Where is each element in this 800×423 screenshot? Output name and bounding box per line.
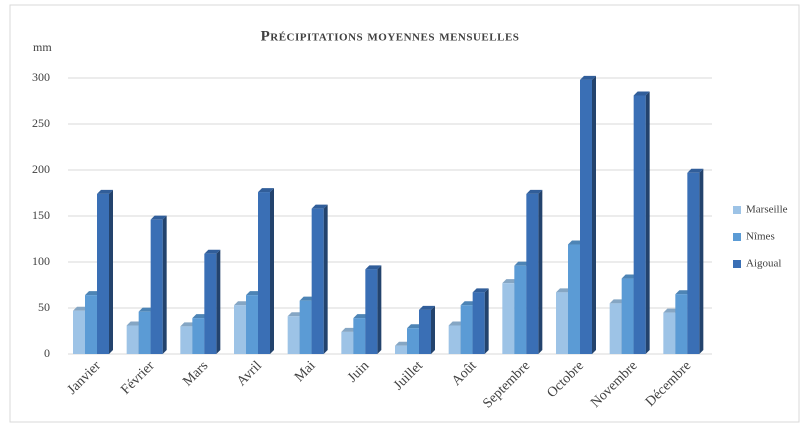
y-tick-label: 150 [32, 208, 50, 222]
bar [526, 193, 539, 354]
x-tick-label: Janvier [65, 358, 104, 397]
bar-top [633, 91, 650, 96]
bar-top [580, 75, 596, 80]
bar [311, 208, 324, 354]
bar [180, 326, 193, 354]
bar-top [472, 288, 489, 293]
bar [365, 269, 378, 354]
y-axis-label: mm [33, 40, 52, 54]
bar [395, 345, 407, 354]
bar [299, 300, 312, 354]
legend-label: Nîmes [746, 231, 775, 243]
bar [73, 310, 85, 354]
bar [234, 305, 246, 354]
chart-frame [9, 4, 800, 423]
bar-side [216, 249, 221, 354]
bar-top [258, 188, 274, 193]
bar-top [126, 321, 143, 326]
bar-top [204, 249, 221, 254]
x-tick-label: Décembre [643, 358, 694, 409]
bar [258, 192, 270, 354]
bar [353, 318, 366, 354]
legend-label: Aigoual [746, 258, 781, 270]
legend-swatch [733, 260, 741, 268]
chart-title: Précipitations moyennes mensuelles [261, 28, 520, 44]
bar-side [270, 188, 274, 354]
bar [138, 311, 151, 354]
bar [472, 292, 485, 354]
bar [448, 325, 461, 354]
x-tick-label: Mars [180, 358, 211, 389]
bar-top [365, 265, 382, 270]
bar [287, 316, 300, 354]
bar [514, 265, 527, 354]
bar-side [484, 288, 489, 354]
bar [502, 283, 515, 354]
bar [460, 305, 473, 354]
y-tick-label: 100 [32, 254, 50, 268]
bar [150, 219, 163, 354]
bar-top [97, 189, 113, 194]
bar-side [323, 204, 328, 354]
x-tick-label: Février [118, 358, 157, 397]
bar-side [431, 305, 435, 354]
y-tick-label: 250 [32, 116, 50, 130]
bar [341, 331, 354, 354]
legend-label: Marseille [746, 204, 788, 216]
bar-top [311, 204, 328, 209]
bar [407, 328, 419, 354]
bar-top [419, 305, 435, 310]
bar [419, 309, 431, 354]
bar [609, 303, 622, 354]
bar-side [699, 168, 704, 354]
x-tick-label: Novembre [588, 358, 640, 410]
x-tick-label: Juin [345, 358, 372, 385]
bar-side [162, 215, 167, 354]
x-tick-label: Avril [234, 358, 265, 389]
bar [126, 325, 139, 354]
y-tick-label: 300 [32, 70, 50, 84]
bar [97, 193, 109, 354]
bar [204, 253, 217, 354]
x-tick-label: Mai [292, 358, 319, 385]
bar-side [592, 75, 596, 354]
bar [568, 244, 580, 354]
bar [580, 79, 592, 354]
legend-swatch [733, 233, 741, 241]
x-tick-label: Octobre [544, 358, 586, 400]
y-tick-label: 200 [32, 162, 50, 176]
x-tick-label: Septembre [480, 358, 533, 411]
bar-side [538, 189, 543, 354]
bar-top [687, 168, 704, 173]
bar-top [150, 215, 167, 220]
bar [246, 295, 258, 354]
x-tick-label: Août [449, 358, 479, 388]
bar [192, 318, 205, 354]
legend-swatch [733, 206, 741, 214]
y-tick-label: 0 [44, 346, 50, 360]
bar [675, 294, 688, 354]
bar-top [526, 189, 543, 194]
bar [556, 292, 568, 354]
y-tick-label: 50 [38, 300, 50, 314]
bar [687, 172, 700, 354]
x-tick-label: Juillet [391, 358, 426, 393]
bar [633, 95, 646, 354]
bar [85, 295, 97, 354]
bar-side [377, 265, 382, 354]
bar-side [645, 91, 650, 354]
bar-side [109, 189, 113, 354]
bar [621, 278, 634, 354]
bar [663, 312, 676, 354]
